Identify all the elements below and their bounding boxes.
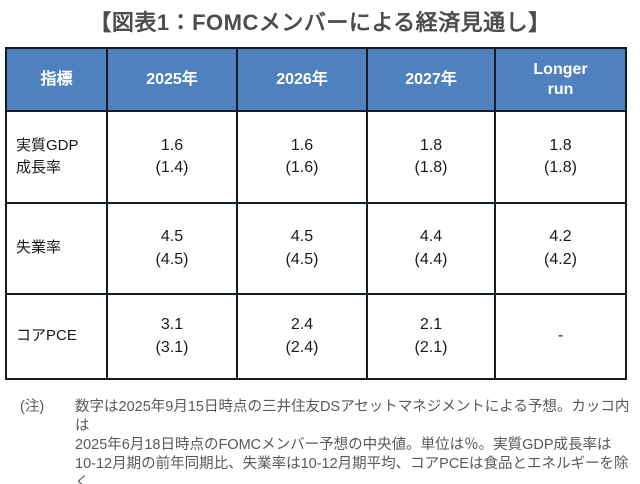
table-cell: 1.8 (1.8) (366, 110, 496, 204)
table-cell: 1.8 (1.8) (494, 110, 627, 204)
col-header-indicator: 指標 (5, 47, 108, 112)
table-cell: 4.2 (4.2) (494, 202, 627, 295)
table-cell: - (494, 293, 627, 380)
footnote: (注) 数字は2025年9月15日時点の三井住友DSアセットマネジメントによる予… (20, 398, 637, 484)
col-header-2026: 2026年 (236, 47, 368, 112)
footnote-label: (注) (20, 399, 45, 415)
col-header-2025: 2025年 (106, 47, 238, 112)
table-cell: 4.4 (4.4) (366, 202, 496, 295)
table-cell: 4.5 (4.5) (236, 202, 368, 295)
footnote-line: 2025年6月18日時点のFOMCメンバー予想の中央値。単位は％。実質GDP成長… (75, 437, 612, 453)
footnote-line: 10-12月期の前年同期比、失業率は10-12月期平均、コアPCEは食品とエネル… (75, 456, 629, 484)
col-header-longer-run: Longer run (494, 47, 627, 112)
table-cell: 3.1 (3.1) (106, 293, 238, 380)
table-cell: 1.6 (1.6) (236, 110, 368, 204)
footnote-line: 数字は2025年9月15日時点の三井住友DSアセットマネジメントによる予想。カッ… (75, 399, 630, 434)
row-label-real-gdp: 実質GDP 成長率 (5, 110, 108, 204)
table-row-real-gdp: 実質GDP 成長率 1.6 (1.4) 1.6 (1.6) 1.8 (1.8) … (5, 110, 627, 204)
page-title: 【図表1：FOMCメンバーによる経済見通し】 (89, 10, 551, 35)
header-row: 指標 2025年 2026年 2027年 Longer run (5, 47, 627, 112)
row-label-core-pce: コアPCE (5, 293, 108, 380)
table-cell: 2.4 (2.4) (236, 293, 368, 380)
table-cell: 4.5 (4.5) (106, 202, 238, 295)
table-cell: 2.1 (2.1) (366, 293, 496, 380)
table-row-core-pce: コアPCE 3.1 (3.1) 2.4 (2.4) 2.1 (2.1) - (5, 293, 627, 380)
forecast-table: 指標 2025年 2026年 2027年 Longer run 実質GDP 成長… (5, 47, 627, 380)
table-cell: 1.6 (1.4) (106, 110, 238, 204)
row-label-unemployment: 失業率 (5, 202, 108, 295)
footnote-body: 数字は2025年9月15日時点の三井住友DSアセットマネジメントによる予想。カッ… (75, 398, 637, 484)
table-row-unemployment: 失業率 4.5 (4.5) 4.5 (4.5) 4.4 (4.4) 4.2 (4… (5, 202, 627, 295)
col-header-2027: 2027年 (366, 47, 496, 112)
